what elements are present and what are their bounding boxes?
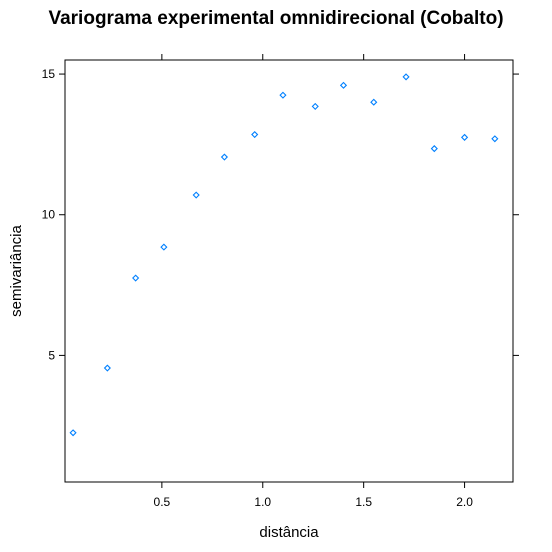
chart-title: Variograma experimental omnidirecional (… bbox=[48, 8, 503, 29]
data-point bbox=[251, 130, 259, 139]
y-tick-label: 15 bbox=[42, 67, 56, 81]
data-point bbox=[132, 274, 140, 282]
x-tick-label: 1.0 bbox=[254, 495, 271, 509]
data-point bbox=[192, 191, 200, 199]
x-tick-label: 0.5 bbox=[154, 495, 171, 509]
data-point bbox=[339, 81, 348, 89]
data-point bbox=[69, 429, 77, 437]
y-axis-label: semivariância bbox=[8, 224, 25, 316]
y-axis-ticks: 5 10 15 bbox=[42, 67, 519, 362]
data-point bbox=[402, 73, 410, 81]
plot-frame bbox=[64, 59, 514, 483]
data-point bbox=[370, 98, 378, 106]
data-point bbox=[460, 133, 469, 141]
data-point bbox=[220, 153, 229, 161]
data-point bbox=[279, 91, 287, 99]
x-tick-label: 1.5 bbox=[355, 495, 372, 509]
data-point bbox=[491, 135, 499, 143]
data-point bbox=[103, 364, 111, 372]
data-point bbox=[311, 102, 319, 110]
x-axis-label: distância bbox=[259, 524, 319, 541]
data-point bbox=[430, 145, 438, 153]
data-points bbox=[69, 73, 499, 437]
y-tick-label: 10 bbox=[42, 208, 56, 222]
x-axis-ticks: 0.5 1.0 1.5 2.0 bbox=[154, 54, 473, 509]
y-tick-label: 5 bbox=[48, 348, 55, 362]
x-tick-label: 2.0 bbox=[456, 495, 473, 509]
data-point bbox=[160, 243, 168, 251]
